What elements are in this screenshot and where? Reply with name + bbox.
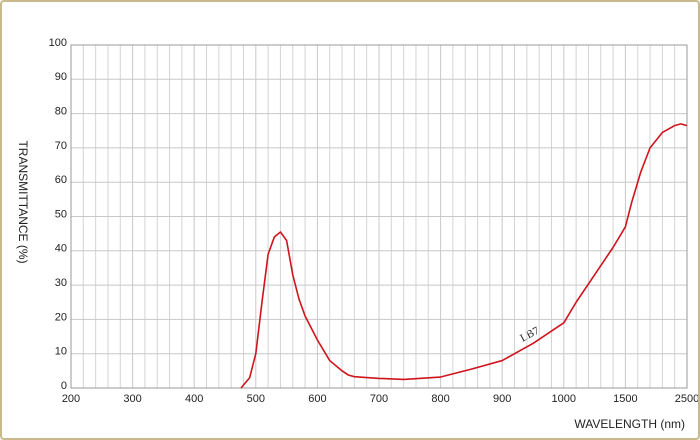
y-axis-title: TRANSMITTANCE (%) <box>16 140 30 263</box>
y-tick-label: 60 <box>55 174 67 186</box>
x-tick-label: 400 <box>185 393 203 405</box>
x-tick-label: 1500 <box>613 393 637 405</box>
x-tick-label: 1000 <box>552 393 576 405</box>
x-tick-label: 600 <box>308 393 326 405</box>
y-tick-label: 10 <box>55 346 67 358</box>
y-tick-label: 0 <box>61 380 67 392</box>
x-tick-label: 900 <box>493 393 511 405</box>
y-tick-label: 70 <box>55 140 67 152</box>
series-line <box>240 123 688 389</box>
x-axis-title: WAVELENGTH (nm) <box>574 417 685 431</box>
x-tick-label: 300 <box>123 393 141 405</box>
x-tick-label: 200 <box>62 393 80 405</box>
x-tick-label: 700 <box>370 393 388 405</box>
plot-border <box>70 44 688 389</box>
y-tick-label: 20 <box>55 311 67 323</box>
x-tick-label: 2500 <box>675 393 698 405</box>
y-tick-label: 80 <box>55 106 67 118</box>
y-tick-label: 50 <box>55 208 67 220</box>
y-tick-label: 30 <box>55 277 67 289</box>
y-tick-label: 40 <box>55 243 67 255</box>
y-tick-label: 100 <box>49 37 67 49</box>
curve-annotation: LB7 <box>518 324 541 344</box>
x-tick-label: 800 <box>431 393 449 405</box>
y-tick-label: 90 <box>55 71 67 83</box>
x-tick-label: 500 <box>247 393 265 405</box>
